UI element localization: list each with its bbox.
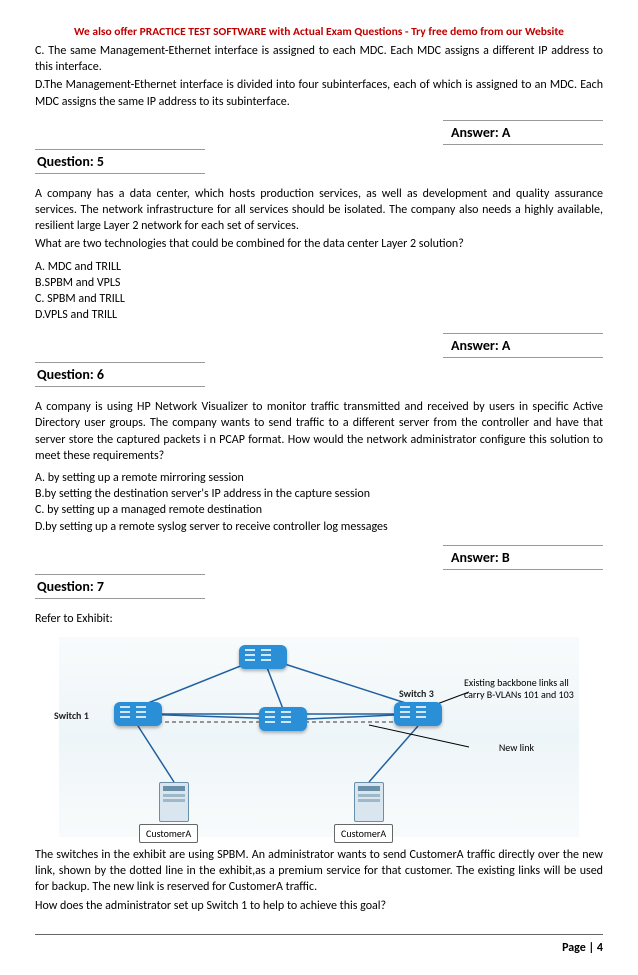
page-footer: Page | 4: [35, 934, 603, 955]
q7-refer: Refer to Exhibit:: [35, 611, 603, 627]
srv-right-icon: [354, 782, 384, 822]
answer-q6: Answer: B: [443, 545, 603, 570]
q5-option-c: C. SPBM and TRILL: [35, 291, 603, 307]
q5-text: A company has a data center, which hosts…: [35, 186, 603, 235]
intro-option-c: C. The same Management-Ethernet interfac…: [35, 43, 603, 75]
header-banner: We also offer PRACTICE TEST SOFTWARE wit…: [35, 25, 603, 39]
q6-option-c: C. by setting up a managed remote destin…: [35, 502, 603, 518]
q5-option-d: D.VPLS and TRILL: [35, 307, 603, 323]
sw-left-label: Switch 1: [54, 709, 89, 722]
q6-option-d: D.by setting up a remote syslog server t…: [35, 519, 603, 535]
question-7-label: Question: 7: [35, 574, 205, 599]
caption-newlink: New link: [499, 742, 534, 754]
srv-left-icon: [159, 782, 189, 822]
exhibit-diagram: Existing backbone links all carry B-VLAN…: [35, 633, 603, 841]
network-links: [59, 637, 579, 837]
answer-q5: Answer: A: [443, 333, 603, 358]
q6-text: A company is using HP Network Visualizer…: [35, 399, 603, 464]
q7-text: The switches in the exhibit are using SP…: [35, 847, 603, 896]
intro-option-d: D.The Management-Ethernet interface is d…: [35, 77, 603, 109]
srv-left-label: CustomerA: [139, 824, 198, 843]
q7-prompt: How does the administrator set up Switch…: [35, 898, 603, 914]
caption-backbone: Existing backbone links all carry B-VLAN…: [464, 677, 579, 701]
sw-top-icon: [239, 645, 287, 669]
q5-prompt: What are two technologies that could be …: [35, 236, 603, 252]
q6-option-a: A. by setting up a remote mirroring sess…: [35, 470, 603, 486]
q5-option-a: A. MDC and TRILL: [35, 259, 603, 275]
question-5-label: Question: 5: [35, 149, 205, 174]
sw-mid-icon: [259, 707, 307, 731]
q5-option-b: B.SPBM and VPLS: [35, 275, 603, 291]
sw-right-icon: [394, 702, 442, 726]
q6-option-b: B.by setting the destination server's IP…: [35, 486, 603, 502]
sw-right-label: Switch 3: [399, 687, 434, 700]
sw-left-icon: [114, 702, 162, 726]
question-6-label: Question: 6: [35, 362, 205, 387]
answer-q4: Answer: A: [443, 120, 603, 145]
srv-right-label: CustomerA: [334, 824, 393, 843]
